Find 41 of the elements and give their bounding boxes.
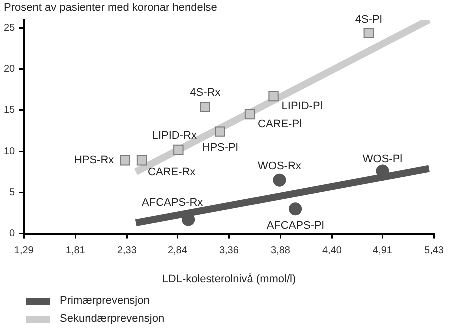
annotation: AFCAPS-Rx <box>142 196 204 209</box>
x-tick-label: 5,43 <box>424 246 444 257</box>
point <box>289 202 302 216</box>
x-tick-label: 1,81 <box>66 246 86 257</box>
annotation: CARE-Pl <box>258 118 302 131</box>
point <box>174 144 184 156</box>
x-tick-label: 4,91 <box>373 246 393 257</box>
point <box>268 91 279 102</box>
point <box>120 156 130 166</box>
point <box>215 126 226 137</box>
annotation: WOS-Rx <box>258 160 302 172</box>
y-tick-label: 15 <box>4 105 16 116</box>
x-tick-label: 2,84 <box>168 246 188 257</box>
x-tick-label: 4,40 <box>322 246 342 257</box>
annotation: 4S-Pl <box>355 14 382 26</box>
y-axis-title: Prosent av pasienter med koronar hendelse <box>4 2 218 14</box>
y-tick-label: 20 <box>4 64 16 76</box>
point <box>273 174 286 187</box>
y-tick-label: 0 <box>10 228 16 240</box>
x-axis-title: LDL-kolesterolnivå (mmol/l) <box>162 273 296 286</box>
annotation: 4S-Rx <box>190 87 222 100</box>
legend-label: Sekundærprevensjon <box>60 313 165 325</box>
annotation: HPS-Rx <box>74 154 115 167</box>
point <box>244 109 256 120</box>
y-tick-label: 25 <box>4 22 16 34</box>
x-tick-label: 1,29 <box>14 246 34 257</box>
y-tick-label: 5 <box>10 187 16 198</box>
point <box>136 156 148 166</box>
annotation: WOS-Pl <box>362 153 403 166</box>
annotation: LIPID-Rx <box>152 130 198 142</box>
annotation: AFCAPS-Pl <box>266 220 324 232</box>
x-tick-label: 3,88 <box>270 246 291 257</box>
annotation: HPS-Pl <box>202 142 238 154</box>
point <box>200 102 211 112</box>
x-tick-label: 3,36 <box>219 246 240 257</box>
annotation: CARE-Rx <box>148 166 196 179</box>
point <box>364 28 374 38</box>
x-tick-label: 2,33 <box>117 246 138 257</box>
y-tick-label: 10 <box>4 146 16 158</box>
legend-label: Primærprevensjon <box>60 295 150 307</box>
annotation: LIPID-Pl <box>282 100 323 113</box>
